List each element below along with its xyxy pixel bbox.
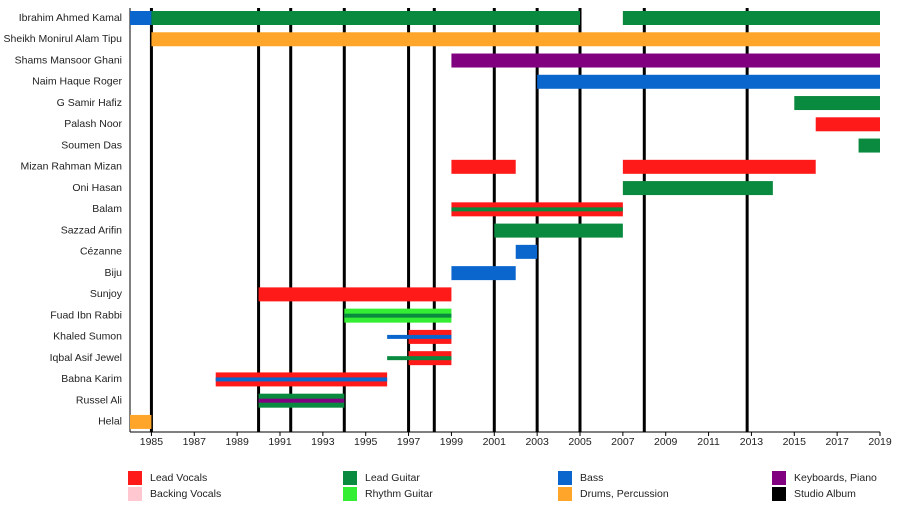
- legend-label: Studio Album: [794, 488, 856, 500]
- member-name: Russel Ali: [76, 394, 122, 406]
- legend-swatch: [128, 471, 142, 485]
- role-bar: [130, 414, 152, 429]
- member-name: Balam: [92, 203, 122, 215]
- role-bar: [794, 96, 880, 111]
- member-name: Iqbal Asif Jewel: [50, 352, 122, 364]
- member-name: Ibrahim Ahmed Kamal: [19, 12, 122, 24]
- role-bar: [858, 138, 880, 153]
- legend-swatch: [343, 471, 357, 485]
- x-tick-label: 2005: [568, 436, 592, 448]
- legend-swatch: [558, 471, 572, 485]
- x-tick-label: 2017: [825, 436, 849, 448]
- x-tick-label: 1989: [225, 436, 249, 448]
- member-name: Cézanne: [80, 246, 122, 258]
- legend-label: Backing Vocals: [150, 488, 221, 500]
- x-tick-label: 2013: [740, 436, 764, 448]
- x-tick-label: 2015: [783, 436, 807, 448]
- role-stripe: [344, 313, 452, 318]
- role-bar: [515, 244, 538, 259]
- member-name: Mizan Rahman Mizan: [20, 161, 122, 173]
- x-tick-label: 2003: [525, 436, 549, 448]
- role-stripe: [387, 334, 452, 339]
- x-tick-label: 1995: [354, 436, 378, 448]
- role-stripe: [451, 207, 623, 212]
- member-name: G Samir Hafiz: [57, 97, 122, 109]
- role-stripe: [387, 356, 452, 361]
- x-tick-label: 2011: [697, 436, 720, 448]
- x-tick-label: 1999: [440, 436, 464, 448]
- legend-label: Lead Vocals: [150, 472, 207, 484]
- role-bar: [494, 223, 623, 238]
- x-tick-label: 1985: [140, 436, 164, 448]
- member-name: Soumen Das: [61, 139, 122, 151]
- role-stripe: [258, 398, 345, 403]
- role-bar: [151, 11, 580, 25]
- role-bar: [622, 181, 773, 196]
- role-bar: [451, 53, 880, 68]
- legend-label: Rhythm Guitar: [365, 488, 433, 500]
- legend-label: Drums, Percussion: [580, 488, 669, 500]
- member-name: Fuad Ibn Rabbi: [50, 309, 122, 321]
- role-bar: [151, 32, 880, 47]
- role-bar: [622, 159, 816, 174]
- legend-swatch: [558, 487, 572, 501]
- x-tick-label: 2007: [611, 436, 635, 448]
- x-tick-label: 2019: [868, 436, 892, 448]
- role-bar: [622, 11, 880, 25]
- x-tick-label: 1993: [311, 436, 335, 448]
- member-name: Shams Mansoor Ghani: [15, 54, 122, 66]
- legend-label: Keyboards, Piano: [794, 472, 877, 484]
- member-name: Babna Karim: [61, 373, 122, 385]
- legend-label: Bass: [580, 472, 603, 484]
- legend-swatch: [772, 471, 786, 485]
- role-bar: [258, 287, 452, 302]
- member-name: Palash Noor: [64, 118, 122, 130]
- role-bar: [451, 266, 516, 281]
- x-tick-label: 2009: [654, 436, 678, 448]
- member-name: Sunjoy: [90, 288, 123, 300]
- member-name: Sheikh Monirul Alam Tipu: [4, 33, 123, 45]
- legend-swatch: [128, 487, 142, 501]
- member-name: Naim Haque Roger: [32, 76, 122, 88]
- role-bar: [451, 159, 516, 174]
- role-bar: [130, 11, 152, 25]
- legend-swatch: [772, 487, 786, 501]
- member-name: Sazzad Arifin: [61, 224, 122, 236]
- x-tick-label: 1991: [268, 436, 292, 448]
- member-name: Oni Hasan: [72, 182, 122, 194]
- legend-label: Lead Guitar: [365, 472, 420, 484]
- member-name: Helal: [98, 416, 122, 428]
- member-name: Biju: [104, 267, 122, 279]
- x-tick-label: 2001: [483, 436, 507, 448]
- role-bar: [537, 74, 880, 89]
- legend-swatch: [343, 487, 357, 501]
- role-bar: [815, 117, 880, 132]
- role-stripe: [215, 377, 388, 382]
- x-tick-label: 1997: [397, 436, 421, 448]
- member-name: Khaled Sumon: [53, 331, 122, 343]
- x-tick-label: 1987: [183, 436, 207, 448]
